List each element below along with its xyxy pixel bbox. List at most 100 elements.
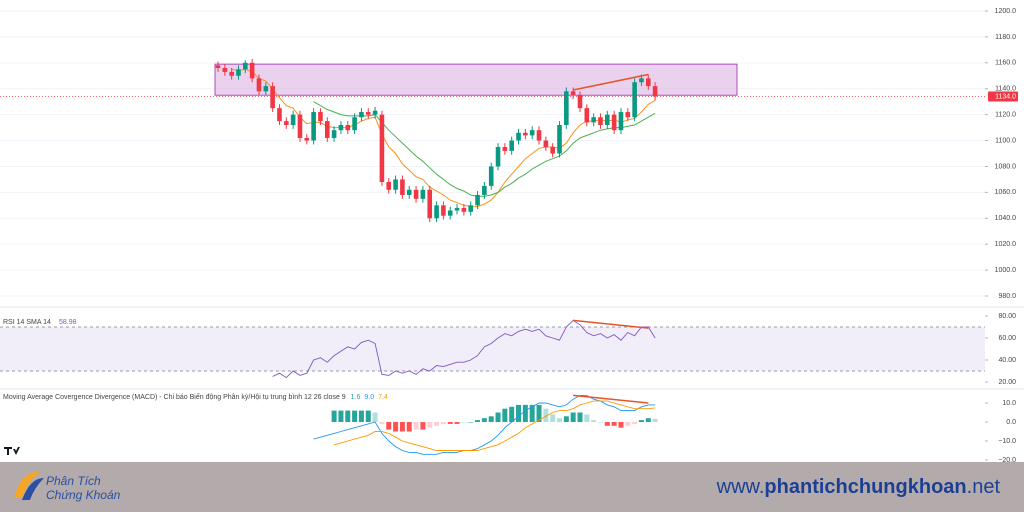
last-price-label: 1134.0 xyxy=(995,93,1016,100)
y-tick-label: 60.00 xyxy=(998,335,1016,342)
candle-body xyxy=(468,205,474,212)
rsi-band xyxy=(0,327,985,371)
rsi-value: 58.98 xyxy=(59,319,77,326)
line xyxy=(272,319,656,379)
url-suffix: .net xyxy=(967,476,1001,498)
candle-body xyxy=(577,95,583,109)
url: www.phantichchungkhoan.net xyxy=(716,476,1001,498)
histogram-bar xyxy=(543,408,549,422)
candle-body xyxy=(639,78,644,83)
brand-line1: Phân Tích xyxy=(46,474,101,488)
y-tick-label: 980.0 xyxy=(998,293,1016,300)
candle-body xyxy=(591,117,596,123)
candle-body xyxy=(618,112,624,131)
candle-body xyxy=(400,179,405,195)
candle-body xyxy=(386,182,392,190)
candle-body xyxy=(420,189,426,199)
histogram-bar xyxy=(475,420,481,422)
y-tick-label: 0.0 xyxy=(1006,419,1016,426)
candle-body xyxy=(529,130,535,136)
histogram-bar xyxy=(481,418,487,422)
histogram-bar xyxy=(468,422,474,423)
histogram-bar xyxy=(379,422,385,424)
candle-body xyxy=(611,114,617,131)
histogram-bar xyxy=(406,422,412,432)
candle-body xyxy=(584,108,590,123)
histogram-bar xyxy=(516,404,522,422)
candle-body xyxy=(434,205,439,219)
histogram-bar xyxy=(393,422,399,432)
candle-body xyxy=(488,166,494,186)
last-price-box xyxy=(988,91,1018,102)
candle-body xyxy=(543,140,549,148)
candle-body xyxy=(297,114,303,138)
histogram-bar xyxy=(386,422,392,430)
plot: 980.0 1000.0 1020.0 1040.0 1060.0 1080.0 1100.… xyxy=(0,8,1018,464)
candle-body xyxy=(324,121,330,138)
candle-body xyxy=(256,78,262,92)
histogram-bar xyxy=(529,404,535,422)
candle-body xyxy=(304,137,310,141)
url-prefix: www. xyxy=(716,476,765,498)
candle-body xyxy=(284,121,289,125)
y-tick-label: −20.0 xyxy=(998,457,1016,464)
histogram-bar xyxy=(372,412,378,422)
candle-body xyxy=(557,125,562,154)
histogram-bar xyxy=(365,410,371,422)
zone xyxy=(214,63,738,96)
candle-body xyxy=(509,140,514,151)
candle-body xyxy=(222,68,228,72)
brand-logo xyxy=(14,471,44,500)
candle-body xyxy=(475,194,480,206)
macd-value: 9.0 xyxy=(364,394,374,401)
y-tick-label: 1200.0 xyxy=(995,8,1017,15)
candle-body xyxy=(427,189,433,219)
candle-body xyxy=(632,82,637,118)
y-tick-label: 20.00 xyxy=(998,379,1016,386)
line xyxy=(313,394,656,455)
histogram-bar xyxy=(611,422,617,426)
histogram-bar xyxy=(625,422,631,426)
candle-body xyxy=(645,78,651,87)
histogram-bar xyxy=(454,422,460,424)
histogram-bar xyxy=(570,412,576,422)
candle-body xyxy=(441,205,446,216)
histogram-bar xyxy=(434,422,440,426)
candle-body xyxy=(598,117,603,125)
y-tick-label: 10.0 xyxy=(1002,400,1016,407)
histogram-bar xyxy=(632,422,638,424)
candle-body xyxy=(352,117,357,131)
histogram-bar xyxy=(502,408,508,422)
candle-body xyxy=(318,112,323,122)
histogram-bar xyxy=(352,410,358,422)
histogram-bar xyxy=(591,420,597,422)
y-tick-label: 1040.0 xyxy=(995,215,1017,222)
candle-body xyxy=(482,185,487,195)
candle-body xyxy=(229,71,234,76)
histogram-bar xyxy=(440,422,446,424)
candle-body xyxy=(359,112,364,118)
macd-value: 1.6 xyxy=(351,394,361,401)
y-tick-label: −10.0 xyxy=(998,438,1016,445)
histogram-bar xyxy=(447,422,453,424)
histogram-bar xyxy=(557,418,562,422)
trendline xyxy=(573,319,649,329)
histogram-bar xyxy=(338,410,344,422)
y-tick-label: 1120.0 xyxy=(995,111,1016,118)
histogram-bar xyxy=(550,414,556,422)
histogram-bar xyxy=(604,422,610,426)
histogram-bar xyxy=(577,412,583,422)
y-tick-label: 1020.0 xyxy=(995,241,1017,248)
candle-body xyxy=(331,130,337,138)
candle-body xyxy=(461,207,467,212)
url-main: phantichchungkhoan xyxy=(764,476,966,498)
candle-body xyxy=(243,62,248,70)
histogram-bar xyxy=(563,416,569,422)
brand-line2: Chứng Khoán xyxy=(46,488,121,502)
candle-body xyxy=(516,132,521,141)
histogram-bar xyxy=(331,410,337,422)
histogram-bar xyxy=(488,416,494,422)
candle-body xyxy=(447,210,453,216)
histogram-bar xyxy=(427,422,433,428)
macd-title: Moving Average Covergence Divergence (MA… xyxy=(3,392,346,401)
